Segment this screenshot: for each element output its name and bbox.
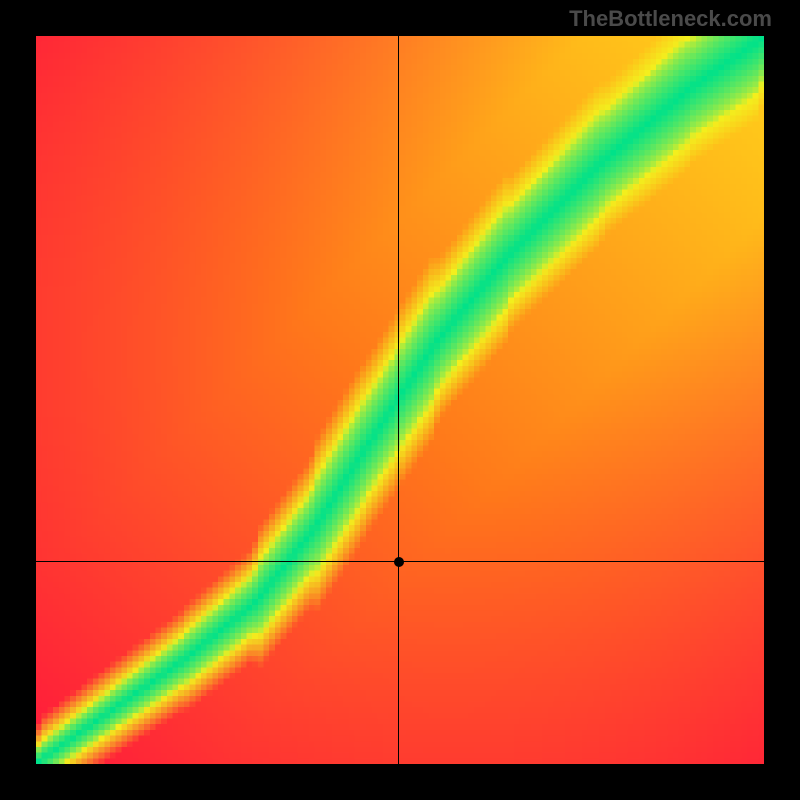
bottleneck-heatmap [36,36,764,764]
crosshair-marker [394,557,404,567]
chart-stage: TheBottleneck.com [0,0,800,800]
crosshair-vertical [398,36,399,764]
source-watermark: TheBottleneck.com [569,6,772,32]
